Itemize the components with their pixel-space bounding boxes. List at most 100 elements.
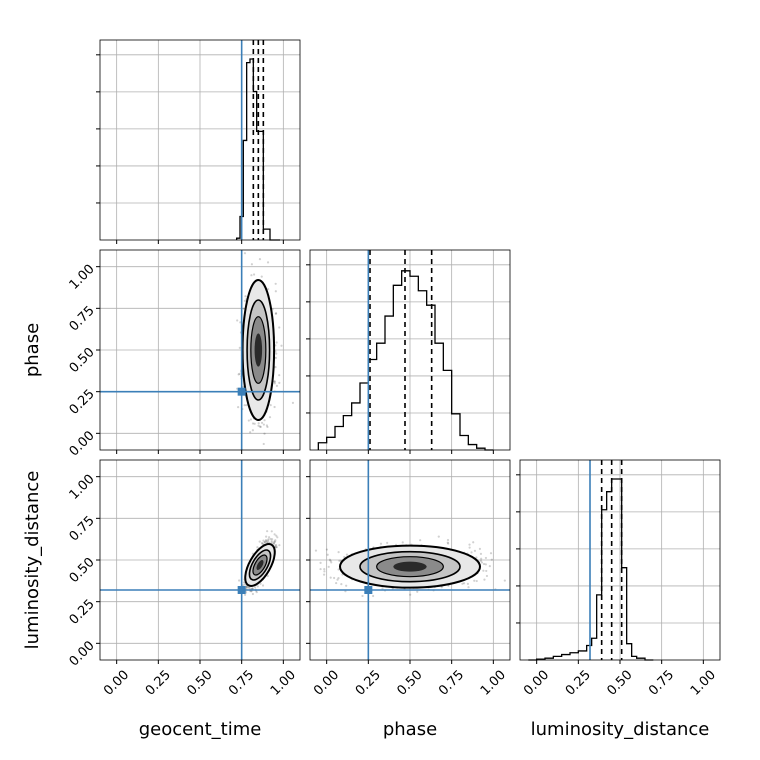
sample-point	[333, 576, 336, 580]
sample-point	[263, 419, 266, 422]
sample-point	[479, 559, 482, 562]
sample-point	[247, 419, 250, 422]
panel-phase-luminosity_distance	[309, 459, 511, 661]
sample-point	[259, 425, 262, 429]
sample-point	[478, 547, 482, 551]
sample-point	[265, 540, 269, 543]
sample-point	[267, 539, 270, 542]
sample-point	[243, 583, 247, 586]
sample-point	[479, 552, 483, 555]
y-tick-label: 1.00	[67, 262, 98, 293]
sample-point	[263, 541, 266, 544]
sample-point	[272, 542, 275, 545]
sample-point	[236, 319, 239, 322]
y-tick-label: 0.50	[67, 555, 98, 586]
sample-point	[249, 418, 253, 421]
x-tick-label: 0.25	[353, 668, 384, 699]
sample-point	[269, 404, 272, 407]
sample-point	[440, 586, 443, 589]
sample-point	[379, 542, 383, 545]
sample-point	[314, 549, 318, 552]
sample-point	[267, 287, 270, 291]
sample-point	[470, 551, 473, 554]
sample-point	[475, 579, 478, 583]
sample-point	[258, 540, 261, 543]
sample-point	[237, 373, 240, 376]
sample-point	[247, 586, 250, 589]
y-tick-label: 0.75	[67, 513, 98, 544]
sample-point	[264, 540, 268, 543]
sample-point	[274, 539, 277, 542]
sample-point	[446, 541, 449, 544]
sample-point	[291, 401, 295, 404]
sample-point	[337, 568, 340, 571]
sample-point	[273, 405, 276, 409]
sample-point	[323, 568, 326, 571]
sample-point	[280, 344, 283, 347]
sample-point	[258, 258, 262, 261]
sample-point	[345, 584, 348, 587]
sample-point	[343, 555, 346, 559]
sample-point	[260, 421, 264, 424]
sample-point	[275, 543, 278, 547]
sample-point	[269, 537, 272, 541]
sample-point	[480, 561, 484, 564]
sample-point	[250, 263, 253, 266]
x-tick-label: 1.00	[268, 668, 299, 699]
sample-point	[262, 423, 265, 426]
density-contour-level-4	[393, 561, 427, 572]
sample-point	[259, 582, 262, 585]
y-axis-label-phase: phase	[22, 323, 43, 377]
sample-point	[473, 549, 477, 552]
sample-point	[484, 556, 488, 560]
truth-marker	[237, 586, 246, 594]
x-tick-label: 0.75	[646, 668, 677, 699]
truth-marker	[364, 586, 373, 594]
sample-point	[372, 594, 375, 598]
sample-point	[473, 579, 476, 582]
sample-point	[480, 557, 483, 560]
x-tick-label: 0.75	[226, 668, 257, 699]
sample-point	[488, 565, 491, 568]
sample-point	[278, 374, 281, 377]
sample-point	[337, 551, 340, 554]
x-axis-label-luminosity_distance: luminosity_distance	[531, 719, 710, 740]
sample-point	[482, 569, 485, 572]
sample-point	[466, 582, 470, 586]
sample-point	[243, 252, 247, 255]
y-tick-label: 0.00	[67, 638, 98, 669]
sample-point	[256, 585, 259, 588]
sample-point	[401, 541, 404, 544]
sample-point	[262, 539, 265, 542]
sample-point	[243, 593, 247, 596]
sample-point	[270, 530, 273, 533]
sample-point	[266, 261, 270, 264]
sample-point	[273, 380, 276, 383]
x-tick-label: 0.50	[394, 668, 425, 699]
sample-point	[237, 406, 240, 409]
x-tick-label: 0.00	[311, 668, 342, 699]
sample-point	[447, 542, 450, 545]
sample-point	[266, 574, 269, 578]
sample-point	[270, 541, 274, 544]
sample-point	[490, 558, 493, 561]
sample-point	[330, 561, 333, 564]
sample-point	[482, 562, 486, 566]
sample-point	[239, 321, 242, 324]
sample-point	[238, 346, 241, 349]
y-tick-label: 0.25	[67, 597, 98, 628]
sample-point	[242, 307, 245, 310]
sample-point	[337, 577, 340, 580]
sample-point	[336, 578, 339, 581]
sample-point	[326, 553, 329, 556]
sample-point	[276, 536, 279, 539]
sample-point	[274, 282, 277, 285]
x-tick-label: 0.50	[604, 668, 635, 699]
x-tick-label: 0.00	[521, 668, 552, 699]
sample-point	[246, 586, 249, 589]
histogram-luminosity_distance	[528, 478, 654, 661]
sample-point	[261, 542, 264, 545]
sample-point	[264, 539, 268, 542]
sample-point	[244, 295, 247, 298]
panel-geocent_time	[96, 39, 301, 241]
